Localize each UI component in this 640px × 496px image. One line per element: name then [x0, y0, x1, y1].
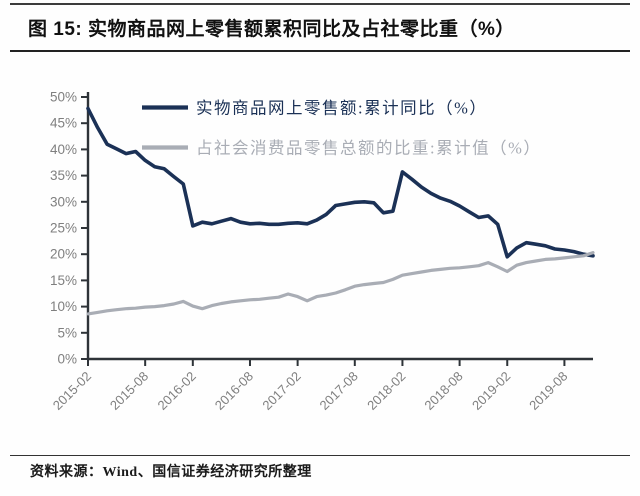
y-axis-tick-label: 20% — [50, 247, 77, 262]
x-axis-tick-label: 2016-02 — [155, 369, 199, 413]
top-border-line — [10, 3, 630, 5]
y-axis-tick-label: 10% — [50, 299, 77, 314]
legend-label-1: 占社会消费品零售总额的比重:累计值（%） — [196, 139, 541, 158]
line-chart: 0% 5% 10% 15% 20% 25% 30% 35% 40% 45% 50% 2015-02 20… — [50, 90, 595, 413]
x-axis-tick-label: 2015-08 — [107, 369, 151, 413]
x-axis-tick-label: 2019-02 — [469, 369, 513, 413]
x-axis-tick-label: 2019-08 — [526, 369, 570, 413]
y-axis-tick-label: 15% — [50, 273, 77, 288]
y-axis-tick-label: 30% — [50, 194, 77, 209]
legend-label-0: 实物商品网上零售额:累计同比（%） — [196, 99, 487, 118]
y-axis-tick-label: 40% — [50, 142, 77, 157]
x-axis-tick-label: 2017-08 — [317, 369, 361, 413]
x-axis-tick-label: 2018-02 — [364, 369, 408, 413]
x-axis-tick-label: 2018-08 — [421, 369, 465, 413]
y-axis-tick-label: 35% — [50, 168, 77, 183]
y-axis-tick-label: 25% — [50, 221, 77, 236]
source-divider-line — [10, 455, 630, 456]
figure-title: 图 15: 实物商品网上零售额累积同比及占社零比重（%） — [28, 19, 515, 40]
y-axis-tick-label: 0% — [57, 352, 77, 367]
y-axis-tick-label: 50% — [50, 90, 77, 105]
series-line-1 — [86, 251, 595, 316]
x-axis-tick-label: 2016-08 — [212, 369, 256, 413]
y-axis-tick-label: 45% — [50, 116, 77, 131]
data-source-text: 资料来源：Wind、国信证券经济研究所整理 — [30, 465, 312, 480]
series-line-0 — [86, 106, 595, 259]
x-axis-tick-label: 2015-02 — [50, 369, 94, 413]
x-axis-tick-label: 2017-02 — [259, 369, 303, 413]
y-axis-tick-label: 5% — [57, 325, 77, 340]
title-divider-line — [10, 50, 630, 52]
